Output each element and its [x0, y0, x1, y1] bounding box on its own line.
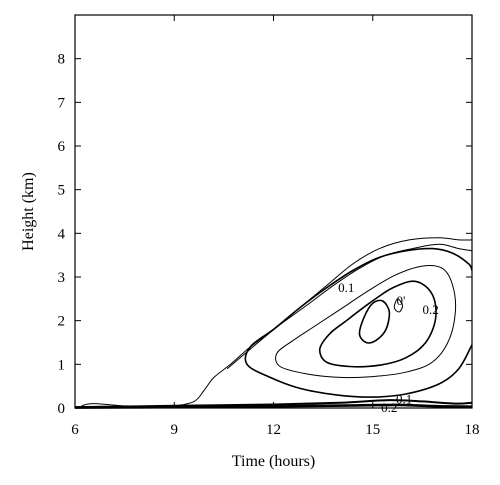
x-tick-label: 15	[365, 422, 380, 438]
contour-value-label: 0.1	[396, 391, 412, 406]
y-tick-label: 7	[58, 95, 66, 111]
contour-line-4	[275, 265, 457, 379]
contour-value-label: 0.2	[381, 400, 397, 415]
y-tick-label: 4	[58, 226, 66, 242]
y-axis-label: Height (km)	[20, 172, 37, 251]
x-tick-label: 12	[266, 422, 281, 438]
contour-lines	[74, 237, 473, 409]
plot-frame	[74, 14, 473, 409]
x-tick-label: 9	[171, 422, 179, 438]
x-axis-label: Time (hours)	[232, 453, 315, 470]
contour-line-6	[358, 299, 391, 344]
y-tick-label: 1	[58, 357, 66, 373]
y-tick-label: 8	[58, 52, 66, 68]
x-tick-label: 18	[465, 422, 480, 438]
x-tick-label: 6	[71, 422, 79, 438]
contour-line-3	[244, 247, 473, 398]
y-tick-label: 2	[58, 314, 66, 330]
contour-value-label: 0.1	[338, 280, 354, 295]
y-tick-label: 0	[58, 401, 66, 417]
contour-line-7	[393, 298, 404, 313]
contour-value-label: 0'	[396, 293, 405, 308]
y-tick-label: 6	[58, 139, 66, 155]
contour-line-5	[318, 280, 437, 368]
contour-value-label: 0.2	[423, 302, 439, 317]
y-tick-label: 5	[58, 183, 66, 199]
contour-labels: 0.10'0.20.10.2	[338, 280, 439, 415]
contour-line-1	[81, 237, 473, 408]
y-tick-label: 3	[58, 270, 66, 286]
